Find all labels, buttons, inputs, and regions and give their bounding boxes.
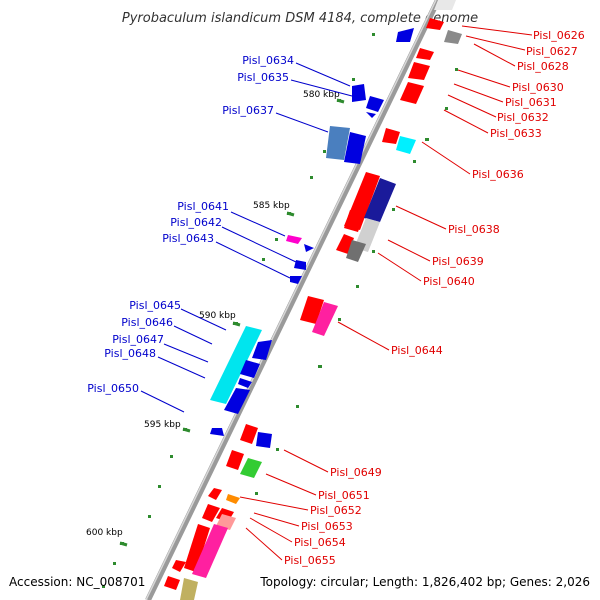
topology-label: Topology: circular; Length: 1,826,402 bp…	[259, 575, 590, 589]
gene-forward-pisl-0626	[444, 30, 462, 44]
gene-reverse-1	[396, 28, 414, 42]
tick-label-590: 590 kbp	[199, 311, 236, 321]
gene-forward-pisl-0638	[364, 178, 396, 222]
gene-label-pisl-0627[interactable]: Pisl_0627	[526, 45, 578, 58]
kbp-ticks: 580 kbp 585 kbp 590 kbp 595 kbp 600 kbp	[86, 90, 345, 547]
gene-label-pisl-0641[interactable]: Pisl_0641	[177, 200, 229, 213]
gene-label-pisl-0654[interactable]: Pisl_0654	[294, 536, 346, 549]
gene-label-pisl-0634[interactable]: Pisl_0634	[242, 54, 294, 67]
reverse-genes	[210, 28, 414, 448]
gene-reverse-pisl-0641	[286, 235, 302, 244]
gene-forward-pisl-0630	[416, 48, 434, 60]
gene-label-pisl-0647[interactable]: Pisl_0647	[112, 333, 164, 346]
gene-forward-pisl-0644	[312, 302, 338, 336]
gene-reverse-pisl-0642	[304, 244, 314, 252]
gene-reverse-pisl-0645	[210, 326, 262, 404]
gene-forward-pisl-0652	[208, 488, 222, 500]
gene-label-pisl-0644[interactable]: Pisl_0644	[391, 344, 443, 357]
gene-forward-pisl-0640	[346, 240, 366, 262]
gene-label-pisl-0640[interactable]: Pisl_0640	[423, 275, 475, 288]
gene-label-pisl-0643[interactable]: Pisl_0643	[162, 232, 214, 245]
gene-reverse-pisl-0646	[252, 340, 272, 360]
gene-label-pisl-0628[interactable]: Pisl_0628	[517, 60, 569, 73]
gene-reverse-pisl-0647	[240, 360, 260, 378]
forward-labels: Pisl_0626 Pisl_0627 Pisl_0628 Pisl_0630 …	[284, 29, 585, 567]
tick-label-595: 595 kbp	[144, 420, 181, 430]
tick-label-580: 580 kbp	[303, 90, 340, 100]
gene-forward-pisl-0655	[192, 524, 228, 578]
gene-label-pisl-0631[interactable]: Pisl_0631	[505, 96, 557, 109]
map-title: Pyrobaculum islandicum DSM 4184, complet…	[122, 11, 478, 26]
accession-label: Accession: NC_008701	[9, 575, 145, 589]
reverse-leader-lines	[140, 62, 353, 413]
gene-forward-pisl-0649	[240, 424, 258, 444]
gene-label-pisl-0642[interactable]: Pisl_0642	[170, 216, 222, 229]
gene-forward-pisl-0633	[382, 128, 400, 144]
genome-backbone	[145, 0, 441, 600]
gene-reverse-pisl-0643	[294, 260, 306, 270]
gene-reverse-pisl-0648	[238, 378, 252, 388]
tick-label-600: 600 kbp	[86, 528, 123, 538]
gene-forward-pisl-0636	[396, 136, 416, 154]
gene-label-pisl-0648[interactable]: Pisl_0648	[104, 347, 156, 360]
tick-label-585: 585 kbp	[253, 201, 290, 211]
gene-label-pisl-0652[interactable]: Pisl_0652	[310, 504, 362, 517]
gene-label-pisl-0653[interactable]: Pisl_0653	[301, 520, 353, 533]
gene-label-pisl-0633[interactable]: Pisl_0633	[490, 127, 542, 140]
gene-label-pisl-0637[interactable]: Pisl_0637	[222, 104, 274, 117]
gene-forward-pisl-0632	[400, 82, 424, 104]
gene-forward-pisl-0631	[408, 62, 430, 80]
gene-label-pisl-0645[interactable]: Pisl_0645	[129, 299, 181, 312]
gene-label-pisl-0626[interactable]: Pisl_0626	[533, 29, 585, 42]
gene-label-pisl-0649[interactable]: Pisl_0649	[330, 466, 382, 479]
gene-label-pisl-0636[interactable]: Pisl_0636	[472, 168, 524, 181]
gene-label-pisl-0630[interactable]: Pisl_0630	[512, 81, 564, 94]
gene-label-pisl-0655[interactable]: Pisl_0655	[284, 554, 336, 567]
gene-label-pisl-0651[interactable]: Pisl_0651	[318, 489, 370, 502]
forward-genes	[164, 0, 462, 600]
gene-label-pisl-0646[interactable]: Pisl_0646	[121, 316, 173, 329]
forward-leader-lines	[239, 25, 533, 561]
gene-label-pisl-0638[interactable]: Pisl_0638	[448, 223, 500, 236]
gene-forward-pisl-0651	[240, 458, 262, 478]
reverse-labels: Pisl_0634 Pisl_0635 Pisl_0637 Pisl_0641 …	[87, 54, 294, 395]
gene-label-pisl-0639[interactable]: Pisl_0639	[432, 255, 484, 268]
gene-label-pisl-0632[interactable]: Pisl_0632	[497, 111, 549, 124]
gene-reverse-pisl-0637	[326, 126, 350, 160]
gene-label-pisl-0635[interactable]: Pisl_0635	[237, 71, 289, 84]
gene-reverse-pisl-0650	[210, 428, 224, 436]
gene-label-pisl-0650[interactable]: Pisl_0650	[87, 382, 139, 395]
gene-forward-pisl-0653	[202, 504, 220, 522]
gene-reverse-pisl-0634	[352, 84, 366, 102]
gene-reverse-pisl-0635	[366, 96, 384, 112]
